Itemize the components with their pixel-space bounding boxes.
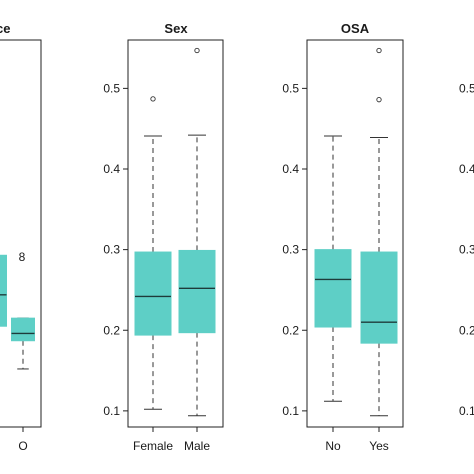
box-body: [11, 317, 35, 342]
y-tick-label: 0.2: [282, 323, 299, 337]
y-tick-label: 0.1: [282, 404, 299, 418]
plot-frame: [0, 39, 42, 428]
y-tick-label: 0.4: [459, 162, 474, 176]
y-tick-label: 0.2: [103, 323, 120, 337]
box-yes: [360, 47, 398, 417]
x-category-label: No: [325, 439, 341, 453]
outlier-point: [150, 96, 156, 102]
panel-sex: Sex 0.1 0.2 0.3 0.4 0.5 Female Male: [103, 21, 224, 453]
box-body: [360, 251, 398, 344]
annotation-label: 8: [19, 250, 26, 264]
plot-frame: [127, 39, 224, 428]
y-tick-label: 0.4: [282, 162, 299, 176]
y-tick-label: 0.3: [103, 243, 120, 257]
y-tick-label: 0.1: [459, 404, 474, 418]
outlier-point: [194, 47, 200, 54]
panel-title: OSA: [341, 21, 370, 36]
y-tick-label: 0.3: [459, 243, 474, 257]
outlier-point: [376, 97, 382, 103]
y-tick-label: 0.5: [103, 81, 120, 95]
panel-osa: OSA 0.1 0.2 0.3 0.4 0.5 No Yes: [282, 21, 404, 453]
panel-ce: ce O 8: [0, 21, 42, 453]
box-female: [134, 96, 172, 410]
box-body: [178, 249, 216, 334]
plot-frame: [306, 39, 404, 428]
box-no: [314, 135, 352, 402]
panel-title: ce: [0, 21, 10, 36]
x-category-label: Female: [133, 439, 173, 453]
y-tick-label: 0.4: [103, 162, 120, 176]
outlier-point: [376, 47, 382, 54]
box-0: [0, 254, 7, 327]
box-o: [11, 317, 35, 370]
x-category-label: O: [18, 439, 27, 453]
box-body: [134, 251, 172, 336]
y-tick-label: 0.1: [103, 404, 120, 418]
panel-title: Sex: [164, 21, 188, 36]
y-tick-label: 0.5: [282, 81, 299, 95]
panel-unlabeled-3: 0.1 0.2 0.3 0.4 0.5: [459, 81, 474, 418]
y-tick-label: 0.2: [459, 323, 474, 337]
box-male: [178, 47, 216, 417]
box-body: [0, 254, 7, 327]
y-tick-label: 0.5: [459, 81, 474, 95]
x-category-label: Male: [184, 439, 210, 453]
box-body: [314, 249, 352, 328]
x-category-label: Yes: [369, 439, 389, 453]
y-tick-label: 0.3: [282, 243, 299, 257]
